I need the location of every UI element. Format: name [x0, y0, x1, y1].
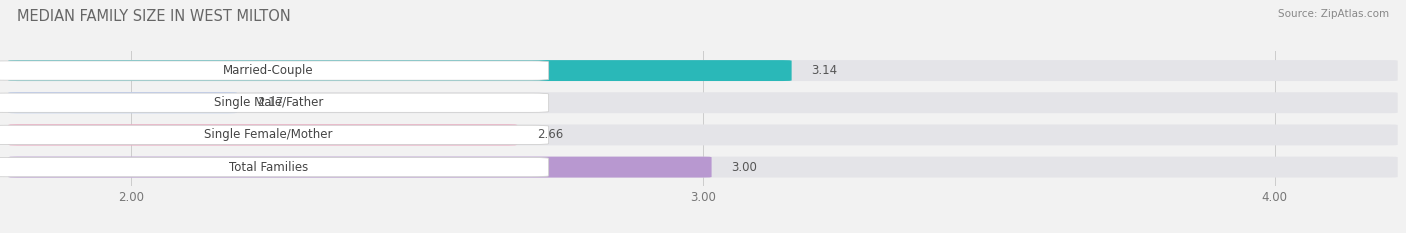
FancyBboxPatch shape — [8, 60, 792, 81]
FancyBboxPatch shape — [8, 60, 1398, 81]
Text: 2.66: 2.66 — [537, 128, 564, 141]
Text: 3.14: 3.14 — [811, 64, 838, 77]
FancyBboxPatch shape — [8, 157, 711, 178]
Text: Single Female/Mother: Single Female/Mother — [204, 128, 333, 141]
Text: Total Families: Total Families — [229, 161, 308, 174]
FancyBboxPatch shape — [0, 93, 548, 112]
FancyBboxPatch shape — [0, 61, 548, 80]
Text: Married-Couple: Married-Couple — [224, 64, 314, 77]
Text: 3.00: 3.00 — [731, 161, 758, 174]
Text: Single Male/Father: Single Male/Father — [214, 96, 323, 109]
FancyBboxPatch shape — [0, 125, 548, 144]
FancyBboxPatch shape — [8, 124, 1398, 145]
FancyBboxPatch shape — [8, 124, 517, 145]
Text: 2.17: 2.17 — [257, 96, 283, 109]
FancyBboxPatch shape — [8, 92, 1398, 113]
FancyBboxPatch shape — [8, 92, 238, 113]
FancyBboxPatch shape — [0, 158, 548, 177]
Text: Source: ZipAtlas.com: Source: ZipAtlas.com — [1278, 9, 1389, 19]
FancyBboxPatch shape — [8, 157, 1398, 178]
Text: MEDIAN FAMILY SIZE IN WEST MILTON: MEDIAN FAMILY SIZE IN WEST MILTON — [17, 9, 291, 24]
